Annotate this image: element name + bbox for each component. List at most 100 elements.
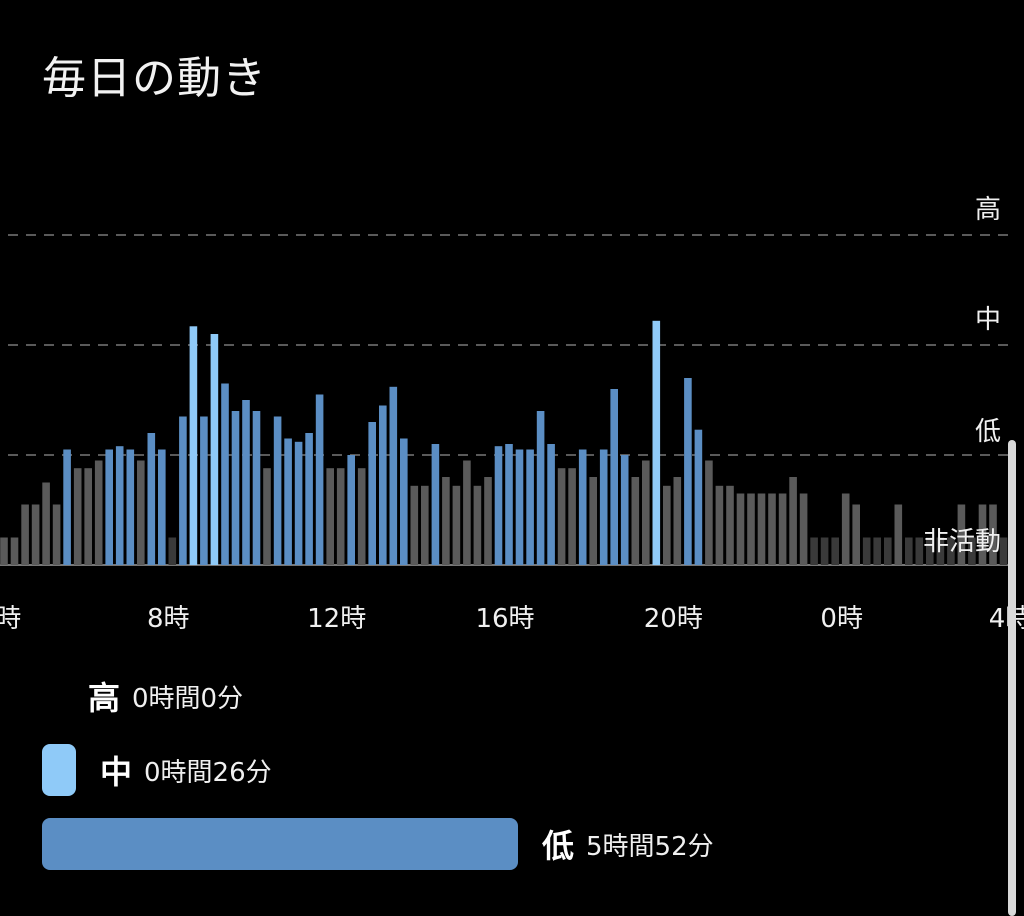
bar-1: [10, 537, 19, 565]
bar-25: [263, 468, 271, 565]
bar-6: [63, 449, 71, 565]
bar-28: [294, 441, 303, 565]
bar-3: [31, 504, 40, 565]
bar-81: [852, 504, 860, 565]
bar-54: [568, 468, 576, 565]
x-tick-label-4: 20時: [644, 604, 703, 634]
bar-87: [915, 537, 924, 565]
y-level-labels: 非活動 低 中 高: [923, 195, 1001, 557]
legend-medium-swatch: [42, 744, 76, 796]
bar-21: [221, 383, 229, 565]
activity-bar-chart: 非活動 低 中 高 4時 8時 12時 16時 20時 0時 4時: [0, 195, 1024, 634]
y-level-label-2: 中: [975, 305, 1001, 335]
x-tick-label-2: 12時: [307, 604, 366, 634]
bar-93: [978, 504, 987, 565]
bar-77: [810, 537, 818, 565]
bar-53: [557, 468, 566, 565]
bar-37: [389, 386, 398, 565]
bar-90: [947, 537, 955, 565]
bar-31: [326, 468, 334, 565]
bar-85: [894, 504, 903, 565]
bar-84: [884, 537, 892, 565]
bar-83: [873, 537, 881, 565]
bar-89: [936, 537, 945, 565]
y-level-label-1: 低: [975, 417, 1001, 447]
bar-52: [547, 444, 555, 565]
bar-66: [694, 429, 703, 565]
bar-36: [379, 405, 387, 565]
bar-78: [820, 537, 829, 565]
legend-medium: 中 0時間26分: [42, 744, 272, 796]
bar-55: [578, 449, 587, 565]
bar-45: [473, 485, 482, 565]
bar-60: [631, 477, 640, 565]
legend-low-duration: 5時間52分: [586, 831, 714, 862]
x-tick-label-6: 4時: [989, 604, 1024, 634]
bar-61: [642, 460, 650, 565]
bar-56: [589, 477, 597, 565]
bar-17: [179, 416, 187, 565]
bar-88: [926, 537, 934, 565]
bar-92: [968, 537, 976, 565]
bar-68: [715, 485, 724, 565]
x-tick-label-0: 4時: [0, 604, 21, 634]
bar-69: [726, 485, 734, 565]
bar-41: [431, 444, 440, 565]
bar-40: [421, 485, 429, 565]
x-tick-label-3: 16時: [475, 604, 534, 634]
bar-34: [357, 468, 366, 565]
bar-58: [610, 389, 618, 565]
bar-72: [757, 493, 766, 565]
bar-38: [400, 438, 408, 565]
bar-64: [673, 477, 682, 565]
bar-67: [705, 460, 713, 565]
bar-44: [463, 460, 471, 565]
bar-74: [778, 493, 787, 565]
bars: [0, 320, 1008, 565]
bar-11: [115, 446, 124, 565]
legend-medium-level: 中: [100, 753, 133, 791]
bar-13: [137, 460, 145, 565]
bar-27: [284, 438, 292, 565]
bar-95: [999, 537, 1008, 565]
bar-43: [452, 485, 461, 565]
bar-35: [368, 422, 376, 565]
bar-57: [599, 449, 608, 565]
scrollbar[interactable]: [1008, 440, 1016, 916]
bar-76: [799, 493, 808, 565]
bar-19: [200, 416, 208, 565]
bar-39: [410, 485, 419, 565]
bar-48: [505, 444, 513, 565]
bar-51: [536, 411, 545, 565]
bar-49: [515, 449, 524, 565]
bar-63: [663, 485, 671, 565]
bar-79: [831, 537, 839, 565]
legend-medium-duration: 0時間26分: [144, 757, 272, 788]
bar-75: [789, 477, 797, 565]
bar-91: [957, 504, 966, 565]
bar-94: [989, 504, 997, 565]
bar-29: [305, 433, 313, 565]
bar-0: [0, 537, 8, 565]
bar-16: [168, 537, 177, 565]
page-title: 毎日の動き: [42, 53, 267, 104]
bar-82: [862, 537, 871, 565]
x-tick-label-1: 8時: [147, 604, 190, 634]
bar-8: [84, 468, 92, 565]
bar-9: [94, 460, 103, 565]
legend-low-swatch: [42, 818, 518, 870]
bar-24: [252, 411, 261, 565]
bar-15: [158, 449, 166, 565]
x-tick-label-5: 0時: [820, 604, 863, 634]
legend-high-level: 高: [88, 679, 121, 717]
bar-50: [526, 449, 534, 565]
bar-70: [736, 493, 745, 565]
bar-22: [231, 411, 240, 565]
legend-low: 低 5時間52分: [42, 818, 714, 870]
bar-5: [52, 504, 61, 565]
y-level-label-0: 非活動: [923, 527, 1001, 557]
bar-46: [484, 477, 492, 565]
bar-18: [189, 326, 198, 565]
x-tick-labels: 4時 8時 12時 16時 20時 0時 4時: [0, 604, 1024, 634]
bar-33: [347, 455, 355, 565]
